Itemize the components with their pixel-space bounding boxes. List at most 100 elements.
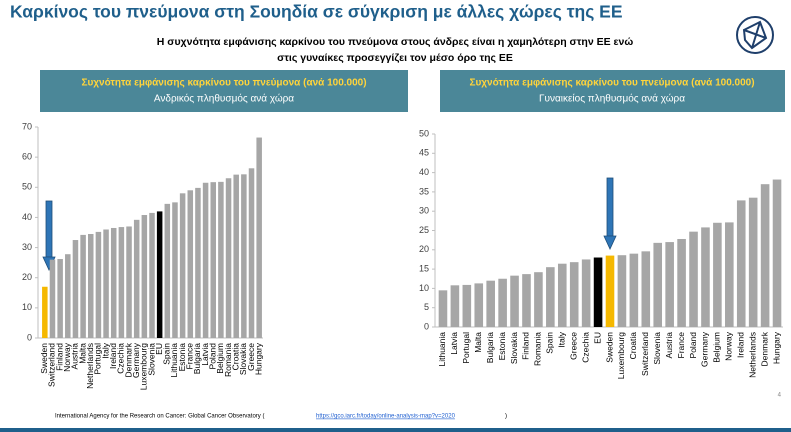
bar (546, 267, 555, 327)
x-tick-label: Austria (70, 343, 80, 370)
x-tick-label: Italy (100, 342, 110, 358)
bar (629, 253, 639, 327)
chart-subtitle: Γυναικείος πληθυσμός ανά χώρα (539, 93, 685, 105)
slide-title: Καρκίνος του πνεύμονα στη Σουηδία σε σύγ… (10, 2, 623, 22)
bar (95, 231, 102, 338)
x-tick-label: Sweden (39, 343, 49, 374)
bar (569, 262, 579, 327)
bar (557, 263, 567, 327)
bar (156, 211, 163, 338)
x-tick-label: Estonia (497, 332, 507, 361)
bar (736, 200, 746, 327)
x-tick-label: Bulgaria (192, 343, 202, 374)
x-tick-label: Slovenia (146, 343, 156, 376)
chart-title: Συχνότητα εμφάνισης καρκίνου του πνεύμον… (469, 78, 754, 89)
bar (677, 238, 686, 327)
bar (474, 283, 484, 327)
x-tick-label: Estonia (177, 343, 187, 372)
bar (202, 182, 209, 338)
x-tick-label: Poland (207, 343, 217, 370)
bar (581, 259, 591, 327)
bar (57, 259, 63, 338)
x-tick-label: EU (592, 332, 602, 344)
y-tick-label: 40 (22, 212, 32, 222)
x-tick-label: Switzerland (640, 332, 650, 376)
x-tick-label: Norway (62, 342, 72, 372)
y-tick-label: 15 (419, 263, 429, 273)
x-tick-label: Finland (521, 332, 531, 360)
arrow (603, 177, 617, 250)
bar (689, 231, 698, 327)
bar (248, 168, 255, 338)
bar (118, 227, 125, 338)
x-tick-label: Denmark (759, 331, 769, 366)
bar (665, 242, 674, 327)
source-link[interactable]: https://gco.iarc.fr/today/online-analysi… (316, 414, 456, 420)
x-tick-label: Italy (557, 331, 567, 347)
bar (605, 255, 615, 327)
x-tick-label: Bulgaria (485, 332, 495, 363)
x-tick-label: Portugal (93, 343, 103, 375)
x-tick-label: Switzerland (47, 343, 57, 387)
bar (187, 190, 194, 338)
y-tick-label: 25 (419, 225, 429, 235)
bar (80, 234, 86, 338)
bar (653, 242, 663, 327)
x-tick-label: Poland (688, 332, 698, 359)
x-tick-label: Lithuania (169, 343, 179, 378)
chart-header-box (440, 70, 785, 112)
x-tick-label: France (185, 343, 195, 370)
bar (617, 255, 627, 327)
x-tick-label: Finland (54, 343, 64, 371)
y-tick-label: 35 (419, 186, 429, 196)
bar (149, 212, 155, 338)
bar (486, 280, 495, 327)
bar (164, 203, 171, 338)
y-tick-label: 50 (419, 128, 429, 138)
bar (534, 272, 543, 327)
logo (736, 16, 774, 54)
bar (713, 222, 722, 327)
x-tick-label: Spain (162, 343, 172, 365)
bar (110, 227, 117, 338)
y-tick-label: 20 (419, 244, 429, 254)
x-tick-label: Denmark (123, 342, 133, 377)
y-tick-label: 30 (419, 206, 429, 216)
bar (195, 187, 201, 338)
bar (42, 286, 48, 338)
chart-header-box (40, 70, 408, 112)
y-tick-label: 60 (22, 152, 32, 162)
x-tick-label: Austria (664, 332, 674, 359)
x-tick-label: Germany (700, 331, 710, 367)
bar (210, 182, 216, 338)
x-tick-label: Croatia (230, 343, 240, 371)
x-tick-label: Ireland (735, 332, 745, 358)
x-tick-label: Hungary (771, 331, 781, 364)
x-tick-label: Belgium (712, 332, 722, 363)
bar (462, 284, 472, 327)
bar (760, 184, 770, 327)
x-tick-label: Malta (473, 332, 483, 353)
bar (241, 174, 247, 338)
y-tick-label: 45 (419, 148, 429, 158)
y-tick-label: 70 (22, 121, 32, 131)
bar (510, 275, 519, 327)
y-tick-label: 5 (424, 302, 429, 312)
x-tick-label: Netherlands (747, 332, 757, 378)
x-tick-label: Netherlands (85, 343, 95, 389)
bar (498, 278, 507, 327)
x-tick-label: Latvia (449, 332, 459, 355)
y-tick-label: 0 (27, 332, 32, 342)
chart-subtitle: Ανδρικός πληθυσμός ανά χώρα (154, 93, 294, 105)
bar (103, 229, 109, 338)
x-tick-label: Romania (533, 332, 543, 366)
bar (133, 219, 140, 338)
bar (233, 174, 239, 338)
y-tick-label: 10 (22, 302, 32, 312)
x-tick-label: Malta (77, 343, 87, 364)
bar (141, 215, 148, 338)
bottom-bar (0, 428, 791, 432)
chart-title: Συχνότητα εμφάνισης καρκίνου του πνεύμον… (81, 78, 366, 89)
x-tick-label: Ireland (108, 343, 118, 369)
